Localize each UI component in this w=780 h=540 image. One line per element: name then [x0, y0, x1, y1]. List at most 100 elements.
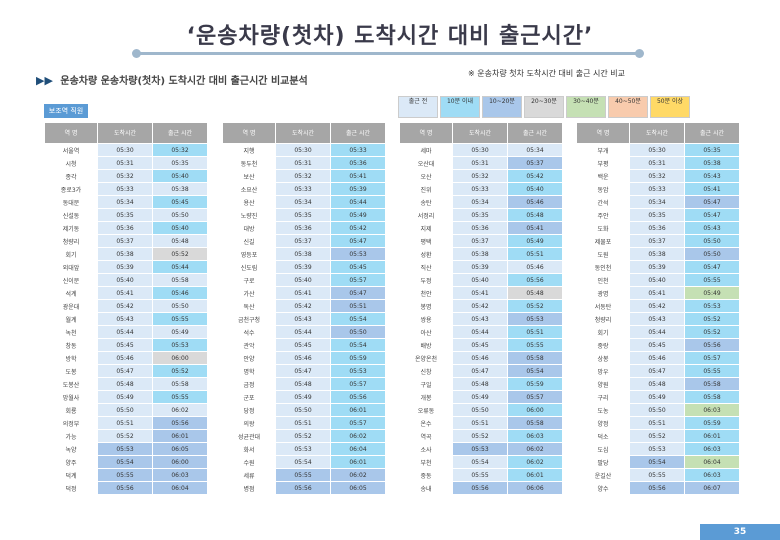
- arrival-time-cell: 05:56: [275, 481, 331, 495]
- title-underline: [132, 49, 644, 58]
- station-name-cell: 병점: [222, 481, 276, 495]
- work-time-cell: 05:46: [507, 260, 563, 274]
- arrival-time-cell: 05:43: [452, 312, 508, 326]
- station-name-cell: 월계: [44, 312, 98, 326]
- work-time-cell: 05:59: [684, 416, 740, 430]
- arrival-time-cell: 05:45: [629, 338, 685, 352]
- arrival-time-cell: 05:53: [275, 442, 331, 456]
- station-name-cell: 송내: [399, 481, 453, 495]
- table-row: 청량리 05:43 05:52: [576, 312, 740, 326]
- arrival-time-cell: 05:50: [275, 403, 331, 417]
- work-time-cell: 05:57: [684, 351, 740, 365]
- table-row: 신도림 05:39 05:45: [222, 260, 386, 274]
- legend-item: 10~20분: [482, 96, 522, 118]
- table-row: 화서 05:53 06:04: [222, 442, 386, 456]
- station-name-cell: 오산: [399, 169, 453, 183]
- station-name-cell: 도봉: [44, 364, 98, 378]
- table-row: 망우 05:47 05:55: [576, 364, 740, 378]
- arrival-time-cell: 05:32: [452, 169, 508, 183]
- column-header: 출근 시간: [507, 122, 563, 144]
- table-row: 동두천 05:31 05:36: [222, 156, 386, 170]
- station-name-cell: 창동: [44, 338, 98, 352]
- work-time-cell: 05:48: [507, 286, 563, 300]
- work-time-cell: 06:04: [684, 455, 740, 469]
- station-table: 역 명 도착시간 출근 시간 세마 05:30 05:34 오산대 05:31 05:37 오산 0…: [399, 122, 563, 495]
- arrival-time-cell: 05:35: [275, 208, 331, 222]
- arrival-time-cell: 05:35: [629, 208, 685, 222]
- arrival-time-cell: 05:51: [275, 416, 331, 430]
- station-name-cell: 팔당: [576, 455, 630, 469]
- table-row: 송탄 05:34 05:46: [399, 195, 563, 209]
- work-time-cell: 05:58: [152, 377, 208, 391]
- work-time-cell: 05:40: [507, 182, 563, 196]
- arrival-time-cell: 05:33: [452, 182, 508, 196]
- work-time-cell: 05:56: [330, 390, 386, 404]
- table-row: 녹양 05:53 06:05: [44, 442, 208, 456]
- table-row: 진위 05:33 05:40: [399, 182, 563, 196]
- work-time-cell: 05:55: [684, 273, 740, 287]
- station-name-cell: 대방: [222, 221, 276, 235]
- arrival-time-cell: 05:30: [629, 143, 685, 157]
- table-row: 금정 05:48 05:57: [222, 377, 386, 391]
- station-name-cell: 구일: [399, 377, 453, 391]
- arrival-time-cell: 05:37: [452, 234, 508, 248]
- table-row: 영등포 05:38 05:53: [222, 247, 386, 261]
- table-row: 지제 05:36 05:41: [399, 221, 563, 235]
- table-row: 도농 05:50 06:03: [576, 403, 740, 417]
- work-time-cell: 06:03: [684, 442, 740, 456]
- station-name-cell: 백운: [576, 169, 630, 183]
- table-row: 팔당 05:54 06:04: [576, 455, 740, 469]
- station-name-cell: 금정: [222, 377, 276, 391]
- table-row: 노량진 05:35 05:49: [222, 208, 386, 222]
- work-time-cell: 06:04: [152, 481, 208, 495]
- arrival-time-cell: 05:50: [629, 403, 685, 417]
- work-time-cell: 06:01: [152, 429, 208, 443]
- table-row: 세류 05:55 06:02: [222, 468, 386, 482]
- work-time-cell: 05:47: [684, 195, 740, 209]
- station-name-cell: 가산: [222, 286, 276, 300]
- table-row: 회기 05:38 05:52: [44, 247, 208, 261]
- table-row: 양수 05:56 06:07: [576, 481, 740, 495]
- work-time-cell: 05:50: [152, 208, 208, 222]
- work-time-cell: 05:41: [684, 182, 740, 196]
- work-time-cell: 05:52: [684, 325, 740, 339]
- work-time-cell: 05:55: [684, 364, 740, 378]
- arrival-time-cell: 05:32: [97, 169, 153, 183]
- legend-item: 30~40분: [566, 96, 606, 118]
- station-name-cell: 양주: [44, 455, 98, 469]
- station-name-cell: 회기: [576, 325, 630, 339]
- station-name-cell: 개봉: [399, 390, 453, 404]
- arrival-time-cell: 05:37: [97, 234, 153, 248]
- arrival-time-cell: 05:32: [629, 169, 685, 183]
- arrival-time-cell: 05:30: [452, 143, 508, 157]
- work-time-cell: 06:02: [152, 403, 208, 417]
- arrival-time-cell: 05:51: [629, 416, 685, 430]
- work-time-cell: 06:01: [330, 403, 386, 417]
- station-name-cell: 역곡: [399, 429, 453, 443]
- table-row: 구리 05:49 05:58: [576, 390, 740, 404]
- station-table: 역 명 도착시간 출근 시간 서울역 05:30 05:32 시청 05:31 05:35 종각 0…: [44, 122, 208, 495]
- work-time-cell: 05:53: [684, 299, 740, 313]
- arrival-time-cell: 05:48: [275, 377, 331, 391]
- station-table: 역 명 도착시간 출근 시간 지행 05:30 05:33 동두천 05:31 05:36 보산 0…: [222, 122, 386, 495]
- station-name-cell: 세류: [222, 468, 276, 482]
- work-time-cell: 05:49: [152, 325, 208, 339]
- arrival-time-cell: 05:30: [275, 143, 331, 157]
- arrival-time-cell: 05:35: [452, 208, 508, 222]
- work-time-cell: 05:47: [684, 208, 740, 222]
- arrival-time-cell: 05:36: [452, 221, 508, 235]
- station-name-cell: 도화: [576, 221, 630, 235]
- table-row: 소요산 05:33 05:39: [222, 182, 386, 196]
- station-name-cell: 평택: [399, 234, 453, 248]
- arrival-time-cell: 05:43: [275, 312, 331, 326]
- arrival-time-cell: 05:56: [97, 481, 153, 495]
- arrival-time-cell: 05:46: [275, 351, 331, 365]
- table-row: 수원 05:54 06:01: [222, 455, 386, 469]
- station-name-cell: 회룡: [44, 403, 98, 417]
- work-time-cell: 05:47: [330, 286, 386, 300]
- table-row: 구일 05:48 05:59: [399, 377, 563, 391]
- table-row: 동암 05:33 05:41: [576, 182, 740, 196]
- station-name-cell: 신이문: [44, 273, 98, 287]
- arrival-time-cell: 05:45: [97, 338, 153, 352]
- table-row: 시청 05:31 05:35: [44, 156, 208, 170]
